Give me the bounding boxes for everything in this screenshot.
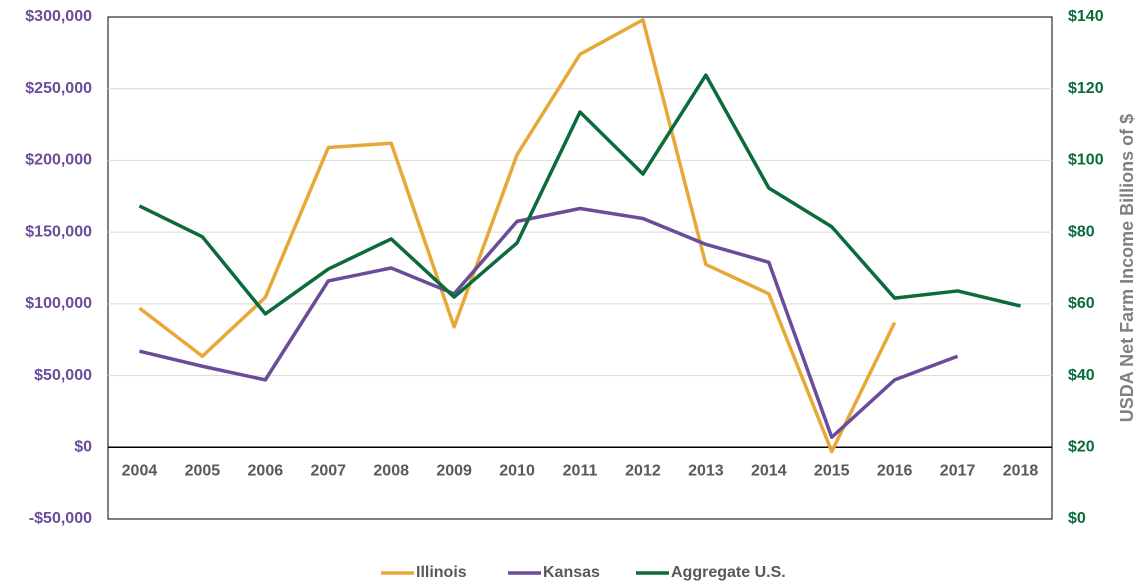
y-tick-label: -$50,000 — [29, 510, 92, 527]
x-tick-label: 2013 — [688, 463, 724, 480]
x-tick-label: 2014 — [751, 463, 787, 480]
y2-axis-title: USDA Net Farm Income Billions of $ — [1117, 114, 1137, 422]
legend-label: Aggregate U.S. — [671, 564, 786, 581]
x-tick-label: 2006 — [248, 463, 284, 480]
y2-tick-label: $40 — [1068, 367, 1095, 384]
y2-tick-label: $60 — [1068, 295, 1095, 312]
series-line — [138, 18, 897, 454]
x-tick-label: 2004 — [122, 463, 158, 480]
y-tick-label: $0 — [74, 439, 92, 456]
y-tick-label: $200,000 — [25, 152, 92, 169]
x-tick-label: 2008 — [373, 463, 409, 480]
legend-label: Kansas — [543, 564, 600, 581]
legend-label: Illinois — [416, 564, 467, 581]
x-tick-label: 2016 — [877, 463, 913, 480]
y-tick-label: $50,000 — [34, 367, 92, 384]
x-tick-label: 2015 — [814, 463, 850, 480]
y2-tick-label: $100 — [1068, 152, 1104, 169]
x-tick-label: 2017 — [940, 463, 976, 480]
y2-tick-label: $80 — [1068, 223, 1095, 240]
y2-tick-label: $0 — [1068, 510, 1086, 527]
series-line — [139, 206, 959, 439]
y-tick-label: $300,000 — [25, 8, 92, 25]
plot-frame — [107, 16, 1053, 520]
x-tick-label: 2007 — [310, 463, 346, 480]
y2-tick-label: $120 — [1068, 80, 1104, 97]
y-tick-label: $150,000 — [25, 223, 92, 240]
x-tick-label: 2012 — [625, 463, 661, 480]
y-tick-label: $100,000 — [25, 295, 92, 312]
x-tick-label: 2011 — [563, 463, 598, 480]
x-tick-label: 2010 — [499, 463, 535, 480]
y-tick-label: $250,000 — [25, 80, 92, 97]
y2-tick-label: $140 — [1068, 8, 1104, 25]
x-tick-label: 2005 — [185, 463, 221, 480]
y2-tick-label: $20 — [1068, 439, 1095, 456]
x-tick-label: 2009 — [436, 463, 472, 480]
x-tick-label: 2018 — [1003, 463, 1039, 480]
series-line — [138, 73, 1021, 316]
